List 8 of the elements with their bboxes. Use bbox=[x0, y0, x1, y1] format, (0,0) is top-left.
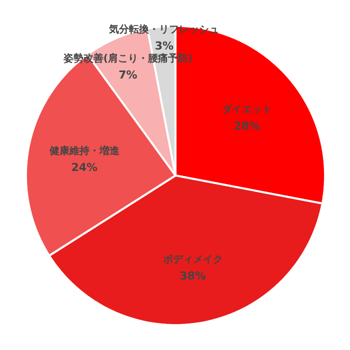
data-label: 28% bbox=[234, 119, 260, 132]
data-label: 7% bbox=[118, 68, 138, 82]
slice-label: 健康維持・増進 bbox=[48, 145, 120, 158]
data-label: 38% bbox=[180, 270, 206, 283]
data-label: 3% bbox=[154, 39, 174, 52]
data-label: 24% bbox=[71, 161, 98, 174]
slice-label: ダイエット bbox=[222, 103, 272, 116]
slice-label: ボディメイク bbox=[162, 254, 223, 266]
